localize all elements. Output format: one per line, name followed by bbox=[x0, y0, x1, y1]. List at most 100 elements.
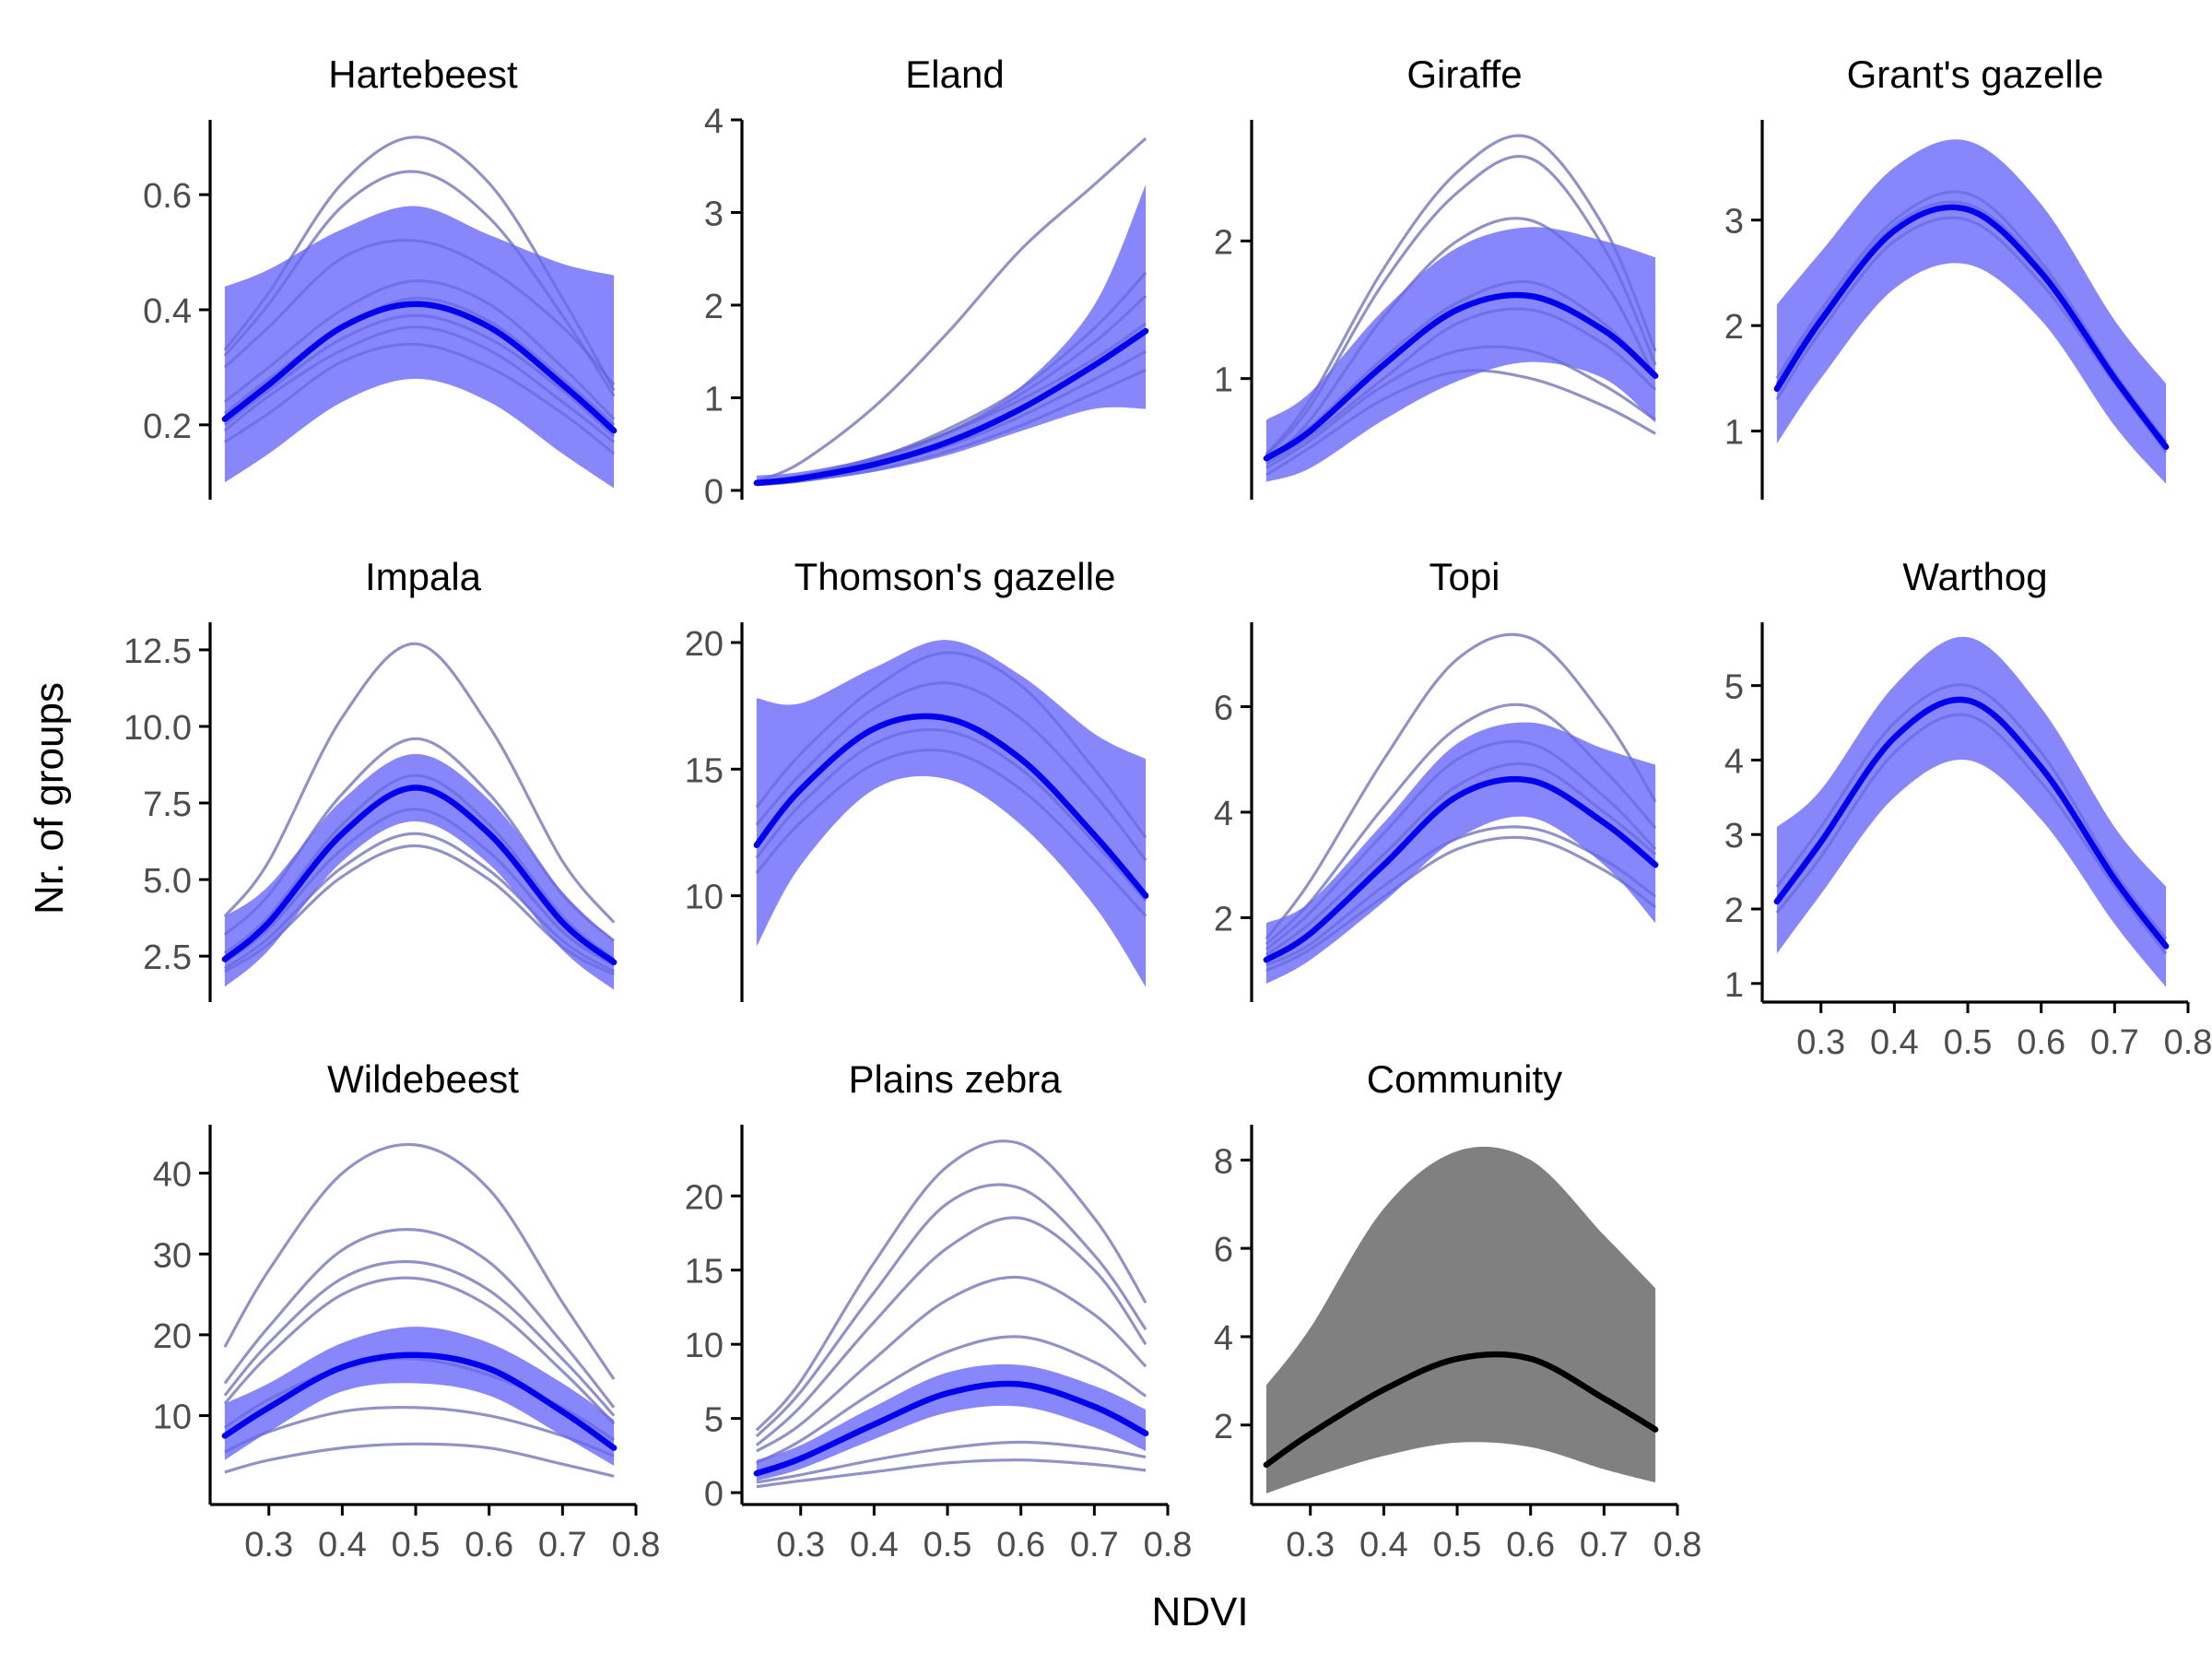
y-tick-label: 10.0 bbox=[124, 709, 192, 748]
posterior-draw-line bbox=[756, 1275, 1147, 1453]
posterior-draw-overlay bbox=[223, 808, 615, 967]
posterior-draw-line bbox=[224, 1442, 615, 1478]
y-tick-label: 0 bbox=[704, 473, 724, 512]
panel-giraffe: Giraffe 1 2 bbox=[1214, 53, 1659, 500]
posterior-draw-overlay bbox=[1265, 739, 1657, 950]
posterior-draw-line bbox=[223, 1142, 616, 1380]
y-tick-label: 20 bbox=[685, 1178, 724, 1217]
posterior-draw-line bbox=[755, 1216, 1147, 1446]
panel-title: Community bbox=[1367, 1057, 1562, 1101]
posterior-draw-overlay bbox=[223, 170, 616, 397]
y-tick-label: 5 bbox=[704, 1401, 724, 1440]
mean-line bbox=[1773, 204, 2170, 451]
y-tick-label: 0 bbox=[704, 1475, 724, 1514]
credible-band bbox=[224, 206, 615, 489]
y-tick-label: 10 bbox=[153, 1398, 192, 1437]
panel-wildebeest: Wildebeest 10 20 30 40 0.3 0.4 0.5 0.6 0.7 0.8 bbox=[153, 1057, 661, 1564]
posterior-draw-overlay bbox=[223, 296, 616, 426]
y-tick-label: 8 bbox=[1214, 1142, 1233, 1181]
y-axis-label: Nr. of groups bbox=[27, 682, 72, 915]
x-tick-label: 0.4 bbox=[850, 1526, 899, 1564]
posterior-draw-line bbox=[756, 1440, 1147, 1484]
y-tick-label: 20 bbox=[685, 625, 724, 664]
mean-line bbox=[1773, 696, 2170, 950]
x-tick-label: 0.3 bbox=[776, 1526, 825, 1564]
panel-grant-s-gazelle: Grant's gazelle 1 2 3 bbox=[1724, 53, 2170, 500]
posterior-draw-overlay bbox=[223, 136, 616, 392]
y-tick-label: 3 bbox=[704, 195, 724, 233]
x-tick-label: 0.4 bbox=[1870, 1023, 1919, 1062]
panel-title: Wildebeest bbox=[327, 1057, 519, 1101]
panel-title: Hartebeest bbox=[328, 53, 518, 96]
posterior-draw-overlay bbox=[223, 737, 616, 942]
y-tick-label: 2 bbox=[1724, 308, 1744, 347]
panel-eland: Eland 0 1 2 3 4 bbox=[704, 53, 1149, 512]
posterior-draw-overlay bbox=[223, 642, 616, 924]
posterior-draw-overlay bbox=[224, 1406, 615, 1457]
y-tick-label: 2 bbox=[1214, 223, 1233, 262]
panels-group: Hartebeest0.20.40.6Eland01234Giraffe12Gr… bbox=[124, 53, 2212, 1564]
posterior-draw-line bbox=[755, 1183, 1147, 1438]
credible-band bbox=[756, 1363, 1147, 1481]
posterior-draw-line bbox=[223, 1228, 616, 1409]
y-tick-label: 2 bbox=[1724, 891, 1744, 930]
posterior-draw-line bbox=[1265, 632, 1657, 940]
x-tick-label: 0.3 bbox=[1286, 1526, 1335, 1564]
x-tick-label: 0.7 bbox=[538, 1526, 587, 1564]
credible-band bbox=[224, 753, 615, 990]
posterior-draw-overlay bbox=[223, 239, 616, 386]
x-tick-label: 0.8 bbox=[2164, 1023, 2212, 1062]
mean-line bbox=[1263, 1351, 1659, 1469]
x-tick-label: 0.8 bbox=[612, 1526, 661, 1564]
y-tick-label: 30 bbox=[153, 1236, 192, 1275]
posterior-draw-line bbox=[224, 1405, 615, 1457]
credible-band bbox=[1776, 636, 2167, 987]
posterior-draw-overlay bbox=[756, 1440, 1147, 1484]
posterior-draw-overlay bbox=[224, 342, 616, 455]
posterior-draw-line bbox=[756, 1458, 1147, 1489]
x-tick-label: 0.6 bbox=[2017, 1023, 2065, 1062]
posterior-draw-overlay bbox=[755, 1216, 1147, 1446]
posterior-draw-overlay bbox=[756, 1275, 1147, 1453]
y-tick-label: 7.5 bbox=[143, 785, 192, 824]
y-tick-label: 20 bbox=[153, 1317, 192, 1356]
posterior-draw-overlay bbox=[756, 136, 1147, 483]
credible-band bbox=[1776, 139, 2167, 484]
x-tick-label: 0.5 bbox=[1944, 1023, 1993, 1062]
y-tick-label: 12.5 bbox=[124, 632, 192, 671]
posterior-draw-overlay bbox=[224, 832, 615, 974]
posterior-draw-overlay bbox=[755, 1139, 1147, 1432]
posterior-draw-overlay bbox=[223, 1142, 616, 1380]
y-tick-label: 5.0 bbox=[143, 862, 192, 901]
x-tick-label: 0.5 bbox=[1433, 1526, 1482, 1564]
posterior-draw-overlay bbox=[755, 681, 1147, 862]
y-tick-label: 1 bbox=[1214, 361, 1233, 400]
x-tick-label: 0.5 bbox=[392, 1526, 441, 1564]
posterior-draw-overlay bbox=[755, 727, 1147, 903]
x-tick-label: 0.4 bbox=[1359, 1526, 1408, 1564]
mean-line bbox=[753, 1380, 1149, 1477]
y-tick-label: 2 bbox=[1214, 1408, 1233, 1446]
y-tick-label: 15 bbox=[685, 1253, 724, 1292]
panel-title: Plains zebra bbox=[848, 1057, 1062, 1101]
posterior-draw-overlay bbox=[223, 1228, 616, 1409]
posterior-draw-overlay bbox=[756, 1335, 1147, 1465]
posterior-draw-overlay bbox=[1265, 369, 1656, 477]
posterior-draw-overlay bbox=[1265, 702, 1657, 946]
posterior-draw-overlay bbox=[1265, 835, 1656, 973]
posterior-draw-overlay bbox=[1265, 217, 1657, 463]
credible-band bbox=[1265, 722, 1656, 984]
y-tick-label: 4 bbox=[1214, 795, 1233, 833]
posterior-draw-line bbox=[223, 642, 616, 924]
panel-impala: Impala 2.5 5.0 7.5 10.0 12.5 bbox=[124, 555, 618, 1002]
y-tick-label: 1 bbox=[704, 380, 724, 419]
panel-topi: Topi 2 4 6 bbox=[1214, 555, 1659, 1002]
posterior-draw-overlay bbox=[1265, 761, 1657, 956]
posterior-draw-overlay bbox=[223, 1276, 616, 1425]
posterior-draw-line bbox=[223, 1276, 616, 1425]
x-tick-label: 0.6 bbox=[465, 1526, 513, 1564]
panel-community: Community 2 4 6 8 0.3 0.4 0.5 0.6 0.7 0.8 bbox=[1214, 1057, 1702, 1564]
posterior-draw-overlay bbox=[1265, 155, 1657, 457]
